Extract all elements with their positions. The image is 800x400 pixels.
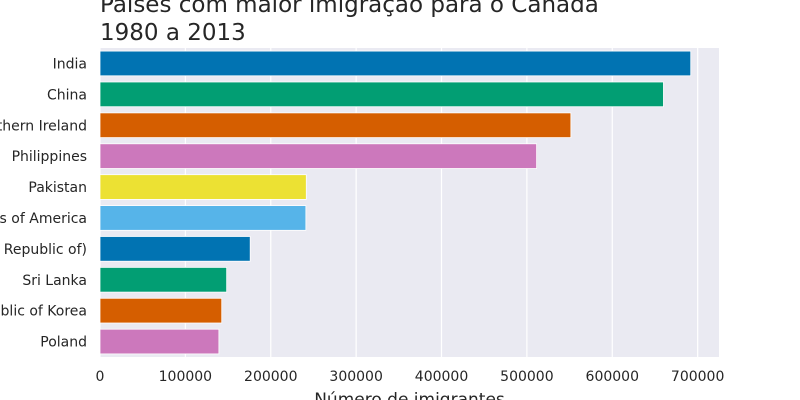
bar [99, 297, 223, 324]
x-tick-label: 400000 [415, 369, 468, 385]
y-tick-label: India [53, 56, 87, 72]
bar [99, 236, 251, 262]
y-tick-labels: India China United Kingdom of Great Britai… [0, 56, 87, 350]
x-tick-label: 600000 [586, 369, 639, 385]
bar [99, 174, 307, 200]
bar [99, 143, 538, 169]
bar [99, 81, 664, 108]
y-tick-label: Poland [40, 335, 87, 351]
chart-title-line-2: 1980 a 2013 [100, 20, 246, 46]
y-tick-label: China [47, 87, 87, 103]
y-tick-label: Republic of Korea [0, 304, 87, 320]
y-tick-label: Sri Lanka [22, 273, 87, 289]
bar [99, 328, 220, 355]
x-tick-labels: 0 100000 200000 300000 400000 500000 600000 700… [96, 369, 725, 385]
x-tick-label: 700000 [671, 369, 724, 385]
y-tick-label: Pakistan [28, 180, 87, 196]
x-tick-label: 100000 [159, 369, 212, 385]
bar [99, 112, 572, 139]
y-tick-label: Philippines [12, 149, 87, 165]
bar [99, 205, 307, 231]
x-tick-label: 300000 [329, 369, 382, 385]
chart-title-line-1: Países com maior imigração para o Canada [100, 0, 599, 18]
x-tick-label: 0 [96, 369, 105, 385]
y-tick-label: United Kingdom of Great Britain and Nort… [0, 118, 87, 134]
y-tick-label: Iran (Islamic Republic of) [0, 242, 87, 258]
x-axis-title: Número de imigrantes [314, 390, 505, 400]
y-tick-label: United States of America [0, 211, 87, 227]
bars [99, 50, 692, 355]
x-tick-label: 500000 [500, 369, 553, 385]
x-tick-label: 200000 [244, 369, 297, 385]
bar [99, 50, 692, 77]
bar [99, 266, 228, 293]
